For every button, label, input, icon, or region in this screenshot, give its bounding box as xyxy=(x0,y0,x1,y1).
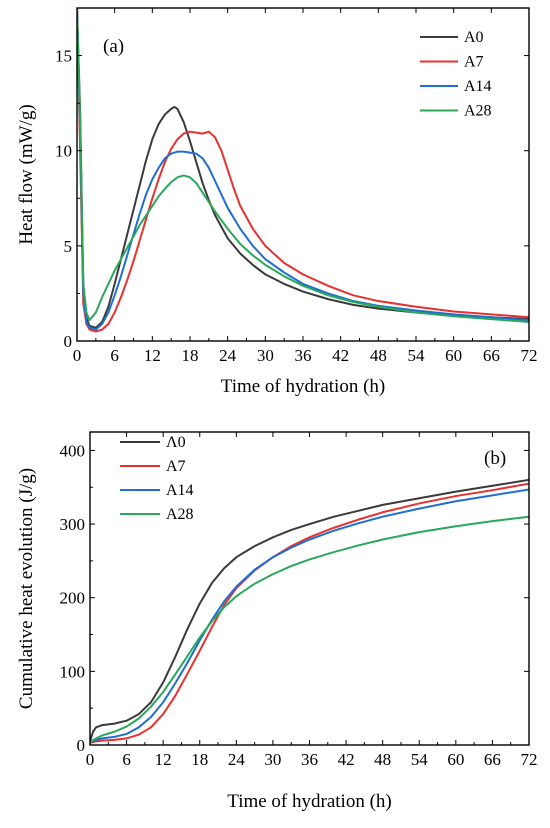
chart-panel-1: 0 6 12 18 24 30 36 42 48 54 60 66 72 0 5 10 15 Time of hy… xyxy=(16,7,538,397)
legend: Λ0 A7 A14 A28 xyxy=(120,434,194,523)
x-tick-label: 0 xyxy=(86,750,95,769)
y-tick-label: 0 xyxy=(77,736,86,755)
y-tick-label: 300 xyxy=(60,515,86,534)
x-tick-label: 60 xyxy=(447,750,464,769)
x-tick-label: 24 xyxy=(228,750,246,769)
x-tick-label: 42 xyxy=(332,346,349,365)
x-tick-label: 66 xyxy=(484,750,501,769)
x-tick-label: 6 xyxy=(110,346,119,365)
y-axis-title: Cumulative heat evolution (J/g) xyxy=(16,468,37,709)
series-line-λ0 xyxy=(90,478,529,743)
chart-panel-2: 0 6 12 18 24 30 36 42 48 54 60 66 72 0 100 200 300 400 Tim… xyxy=(16,431,538,812)
series-line-a14 xyxy=(77,8,529,331)
x-tick-label: 66 xyxy=(483,346,500,365)
legend-label: A28 xyxy=(464,103,492,120)
legend-label: A14 xyxy=(166,482,194,499)
plot-frame xyxy=(89,431,530,746)
x-tick-label: 72 xyxy=(521,346,538,365)
x-tick-label: 12 xyxy=(144,346,161,365)
y-tick-label: 10 xyxy=(55,142,72,161)
legend-label: A0 xyxy=(464,29,484,46)
x-tick-label: 42 xyxy=(338,750,355,769)
y-tick-label: 100 xyxy=(60,662,86,681)
panel-label: (b) xyxy=(484,448,506,469)
x-tick-label: 6 xyxy=(122,750,131,769)
y-tick-label: 0 xyxy=(64,332,73,351)
x-tick-label: 60 xyxy=(445,346,462,365)
x-tick-label: 0 xyxy=(73,346,82,365)
series-line-a14 xyxy=(90,488,529,744)
series-line-a28 xyxy=(77,8,529,323)
y-tick-label: 200 xyxy=(60,589,86,608)
x-tick-label: 54 xyxy=(408,346,426,365)
series-line-a7 xyxy=(90,482,529,744)
x-tick-label: 18 xyxy=(182,346,199,365)
y-tick-label: 400 xyxy=(60,441,86,460)
legend-label: A7 xyxy=(464,54,484,71)
x-tick-label: 30 xyxy=(257,346,274,365)
y-tick-label: 15 xyxy=(55,47,72,66)
series-line-a7 xyxy=(77,8,529,333)
x-tick-label: 48 xyxy=(374,750,391,769)
legend-label: A28 xyxy=(166,506,194,523)
x-axis-title: Time of hydration (h) xyxy=(227,791,391,812)
x-tick-label: 72 xyxy=(521,750,538,769)
series-line-a28 xyxy=(90,515,529,744)
x-axis-title: Time of hydration (h) xyxy=(221,376,385,397)
x-tick-label: 18 xyxy=(191,750,208,769)
x-tick-label: 36 xyxy=(295,346,312,365)
legend: A0 A7 A14 A28 xyxy=(420,29,492,120)
x-tick-label: 12 xyxy=(155,750,172,769)
legend-label: A14 xyxy=(464,78,492,95)
x-tick-label: 48 xyxy=(370,346,387,365)
legend-label: Λ0 xyxy=(166,434,186,451)
x-tick-label: 24 xyxy=(219,346,237,365)
y-tick-label: 5 xyxy=(64,237,73,256)
x-tick-label: 36 xyxy=(301,750,318,769)
series-line-a0 xyxy=(77,8,529,329)
panel-label: (a) xyxy=(103,36,124,57)
x-tick-label: 30 xyxy=(264,750,281,769)
y-axis-title: Heat flow (mW/g) xyxy=(16,104,37,244)
x-tick-label: 54 xyxy=(411,750,429,769)
legend-label: A7 xyxy=(166,458,186,475)
